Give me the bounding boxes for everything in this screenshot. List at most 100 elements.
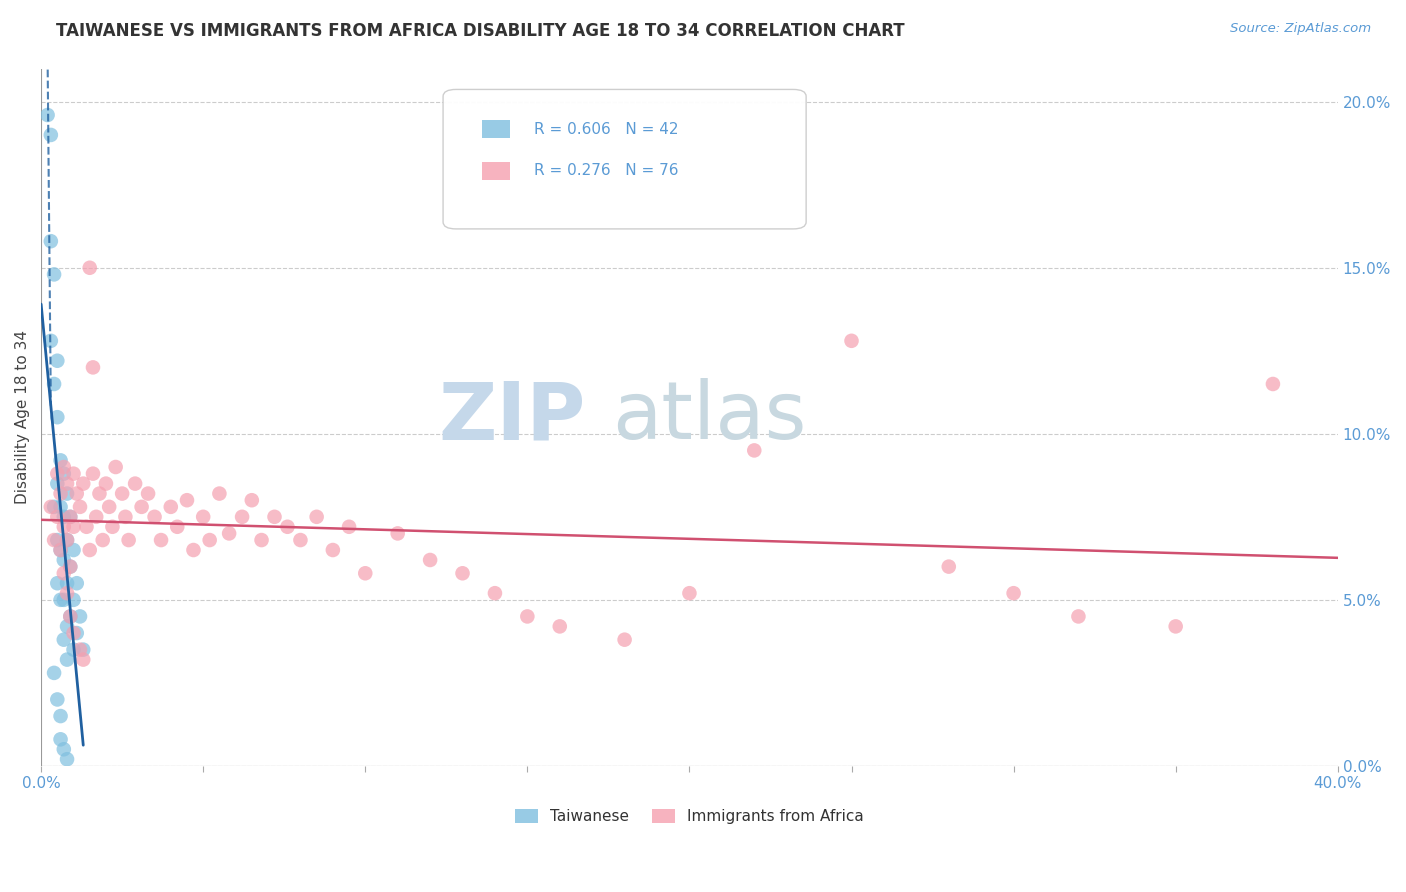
Point <box>1002 586 1025 600</box>
Point <box>39 500 62 514</box>
Point <box>59 559 82 574</box>
Point <box>290 533 312 547</box>
Point <box>62 592 84 607</box>
Point <box>305 509 328 524</box>
Point <box>276 520 298 534</box>
Point <box>56 476 79 491</box>
Point <box>678 586 700 600</box>
Point <box>198 533 221 547</box>
Text: TAIWANESE VS IMMIGRANTS FROM AFRICA DISABILITY AGE 18 TO 34 CORRELATION CHART: TAIWANESE VS IMMIGRANTS FROM AFRICA DISA… <box>56 22 905 40</box>
Point <box>451 566 474 581</box>
Point <box>56 652 79 666</box>
Point <box>117 533 139 547</box>
Point <box>46 410 69 425</box>
Point <box>94 476 117 491</box>
Point <box>84 509 107 524</box>
Point <box>218 526 240 541</box>
Point <box>166 520 188 534</box>
Point <box>59 609 82 624</box>
Point <box>159 500 181 514</box>
Y-axis label: Disability Age 18 to 34: Disability Age 18 to 34 <box>15 330 30 504</box>
Point <box>938 559 960 574</box>
Point <box>841 334 863 348</box>
Point <box>52 520 75 534</box>
Point <box>79 543 101 558</box>
Point <box>387 526 409 541</box>
Point <box>62 467 84 481</box>
Point <box>59 509 82 524</box>
Point <box>42 533 65 547</box>
Point <box>82 467 104 481</box>
Point <box>322 543 344 558</box>
Point <box>62 626 84 640</box>
Point <box>46 533 69 547</box>
Point <box>104 460 127 475</box>
Point <box>337 520 360 534</box>
Point <box>114 509 136 524</box>
Point <box>42 665 65 680</box>
Point <box>52 566 75 581</box>
Point <box>72 476 94 491</box>
Point <box>101 520 124 534</box>
Point <box>46 467 69 481</box>
Point <box>49 500 72 514</box>
Point <box>176 493 198 508</box>
Point <box>52 460 75 475</box>
Point <box>124 476 146 491</box>
Point <box>52 467 75 481</box>
Point <box>111 486 134 500</box>
Text: ZIP: ZIP <box>439 378 586 456</box>
Point <box>59 559 82 574</box>
Point <box>49 453 72 467</box>
Point <box>39 334 62 348</box>
Point <box>42 268 65 282</box>
Point <box>56 533 79 547</box>
Point <box>49 592 72 607</box>
Point <box>56 576 79 591</box>
FancyBboxPatch shape <box>443 89 806 229</box>
Point <box>231 509 253 524</box>
Point <box>76 520 98 534</box>
Point <box>66 576 89 591</box>
Point <box>69 609 91 624</box>
Point <box>49 732 72 747</box>
Text: R = 0.606   N = 42: R = 0.606 N = 42 <box>534 121 678 136</box>
Point <box>98 500 121 514</box>
Point <box>69 642 91 657</box>
Point <box>46 509 69 524</box>
Point <box>742 443 765 458</box>
Point <box>250 533 273 547</box>
Point <box>516 609 538 624</box>
Point <box>52 553 75 567</box>
Point <box>56 533 79 547</box>
Point <box>484 586 506 600</box>
Point <box>79 260 101 275</box>
Point <box>69 500 91 514</box>
Point <box>150 533 173 547</box>
Point <box>49 543 72 558</box>
Text: atlas: atlas <box>612 378 806 456</box>
Point <box>1261 376 1284 391</box>
Point <box>49 486 72 500</box>
Point <box>46 353 69 368</box>
Point <box>56 752 79 766</box>
Point <box>52 742 75 756</box>
Point <box>62 543 84 558</box>
Point <box>1067 609 1090 624</box>
Point <box>56 586 79 600</box>
Point <box>66 626 89 640</box>
Point <box>37 108 59 122</box>
Point <box>52 632 75 647</box>
Point <box>72 642 94 657</box>
Point <box>62 642 84 657</box>
Point <box>59 609 82 624</box>
Point <box>59 509 82 524</box>
Point <box>183 543 205 558</box>
Point <box>52 509 75 524</box>
Point <box>548 619 571 633</box>
Point <box>89 486 111 500</box>
Point <box>46 692 69 706</box>
Point <box>66 486 89 500</box>
Point <box>82 360 104 375</box>
Point <box>131 500 153 514</box>
